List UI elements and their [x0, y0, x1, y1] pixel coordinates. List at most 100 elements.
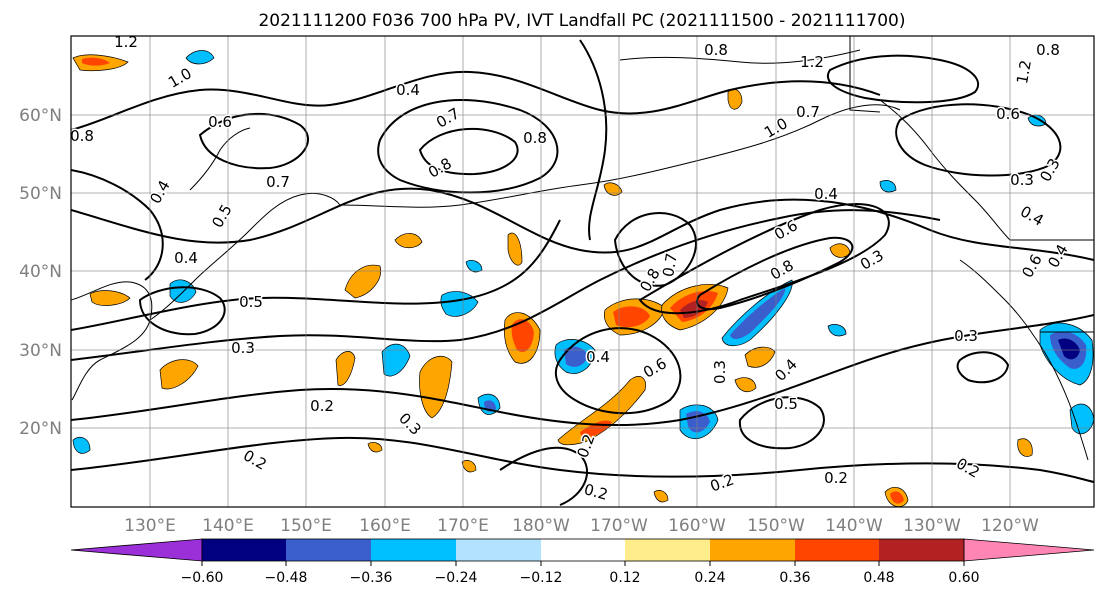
contour-label: 0.5 [239, 293, 263, 311]
contour-17 [138, 286, 226, 336]
contour-10 [613, 212, 697, 287]
longitude-label: 150°W [747, 516, 805, 536]
colorbar-segment [202, 539, 286, 561]
longitude-label: 150°E [280, 516, 332, 536]
colorbar: −0.60 −0.48 −0.36 −0.24 −0.12 0.12 0.24 0.36 0.4… [70, 538, 1095, 586]
shade-medblue-4 [686, 411, 710, 433]
contour-label: 0.3 [231, 339, 255, 357]
longitude-label: 140°W [825, 516, 883, 536]
shade-orange-12 [734, 377, 757, 393]
latitude-label: 50°N [19, 184, 62, 204]
shade-blue-5 [381, 343, 411, 377]
longitude-label: 130°W [903, 516, 961, 536]
shade-orange-11 [744, 346, 776, 368]
longitude-labels: 130°E 140°E 150°E 160°E 170°E 180°W 170°W 160°W… [124, 516, 1039, 536]
shade-red-1 [82, 57, 110, 66]
colorbar-tick-label: −0.12 [520, 570, 563, 586]
colorbar-segment [456, 539, 541, 561]
colorbar-segment [286, 539, 371, 561]
contour-13 [554, 327, 682, 415]
colorbar-segment [371, 539, 456, 561]
contour-label: 0.3 [711, 360, 729, 384]
colorbar-segment [541, 539, 625, 561]
longitude-label: 140°E [202, 516, 254, 536]
colorbar-segment [879, 539, 964, 561]
contour-21 [499, 446, 589, 506]
longitude-label: 170°W [590, 516, 648, 536]
shade-orange-13 [1017, 438, 1033, 457]
contour-4 [71, 314, 1094, 427]
map-area: 1.21.00.60.80.40.70.80.80.70.50.40.40.50… [71, 33, 1094, 507]
longitude-label: 160°E [359, 516, 411, 536]
border-canada [849, 36, 881, 113]
colorbar-segment [795, 539, 879, 561]
contour-5 [71, 436, 1094, 483]
contour-label: 1.2 [114, 33, 138, 51]
contour-label: 0.4 [396, 81, 420, 99]
contour-label: 0.4 [814, 185, 838, 203]
contour-label: 0.2 [310, 397, 334, 415]
contour-15 [895, 103, 1062, 177]
shade-orange-3 [344, 264, 382, 299]
longitude-label: 160°W [668, 516, 726, 536]
colorbar-tick-label: 0.24 [694, 570, 725, 586]
contour-20 [579, 39, 608, 241]
contour-8 [377, 99, 559, 194]
shade-red-2 [511, 319, 534, 352]
colorbar-tick-label: −0.36 [350, 570, 393, 586]
coastline-japan [149, 192, 341, 321]
contour-6 [71, 70, 881, 131]
coastline-alaska [879, 99, 1011, 241]
contour-label: 0.7 [796, 103, 820, 121]
contour-9 [418, 127, 519, 176]
latitude-label: 60°N [19, 106, 62, 126]
shade-orange-15 [159, 359, 199, 390]
latitude-labels: 60°N 50°N 40°N 30°N 20°N [19, 106, 62, 439]
contour-18 [956, 351, 1010, 384]
contour-label: 0.8 [1036, 41, 1060, 59]
contour-label: 0.8 [523, 129, 547, 147]
colorbar-tick-label: −0.48 [265, 570, 308, 586]
coastline-northamerica [959, 259, 1089, 461]
shade-orange-9 [419, 355, 453, 419]
contour-1 [71, 187, 1094, 261]
coastline-aleutians [339, 104, 901, 208]
colorbar-tick-label: 0.60 [948, 570, 979, 586]
longitude-label: 130°E [124, 516, 176, 536]
coastline-kamchatka [189, 127, 251, 191]
coastline-arctic [619, 49, 861, 64]
shade-orange-19 [603, 182, 623, 196]
colorbar-frame [201, 538, 965, 562]
shade-blue-11 [72, 436, 91, 454]
coastlines [71, 36, 1094, 461]
ivt-shading [72, 50, 1094, 507]
latitude-label: 40°N [19, 262, 62, 282]
shade-orange-2 [394, 233, 423, 249]
longitude-label: 170°E [437, 516, 489, 536]
shade-navy-1 [1058, 338, 1080, 360]
contour-label: 1.2 [800, 53, 824, 71]
colorbar-extend-high [963, 538, 1095, 562]
contour-label: 0.4 [174, 249, 198, 267]
contour-label: 0.3 [1010, 171, 1034, 189]
shade-blue-1 [185, 50, 215, 65]
contour-3 [71, 209, 941, 361]
contour-label: 0.6 [208, 113, 232, 131]
colorbar-tick-label: 0.48 [863, 570, 894, 586]
colorbar-tick-label: 0.12 [609, 570, 640, 586]
latitude-label: 20°N [19, 419, 62, 439]
map-title: 2021111200 F036 700 hPa PV, IVT Landfall… [258, 11, 905, 31]
shade-orange-21 [461, 460, 477, 473]
shade-red-3 [613, 306, 650, 328]
colorbar-segment [710, 539, 795, 561]
longitude-label: 180°W [512, 516, 570, 536]
shade-blue-15 [827, 324, 847, 337]
shade-red-6 [890, 491, 904, 504]
colorbar-extend-low [70, 538, 203, 562]
shade-orange-20 [367, 442, 383, 453]
colorbar-tick-label: −0.24 [435, 570, 478, 586]
graticule [71, 36, 1094, 507]
colorbar-segment [625, 539, 710, 561]
contour-label: 0.4 [586, 348, 610, 366]
